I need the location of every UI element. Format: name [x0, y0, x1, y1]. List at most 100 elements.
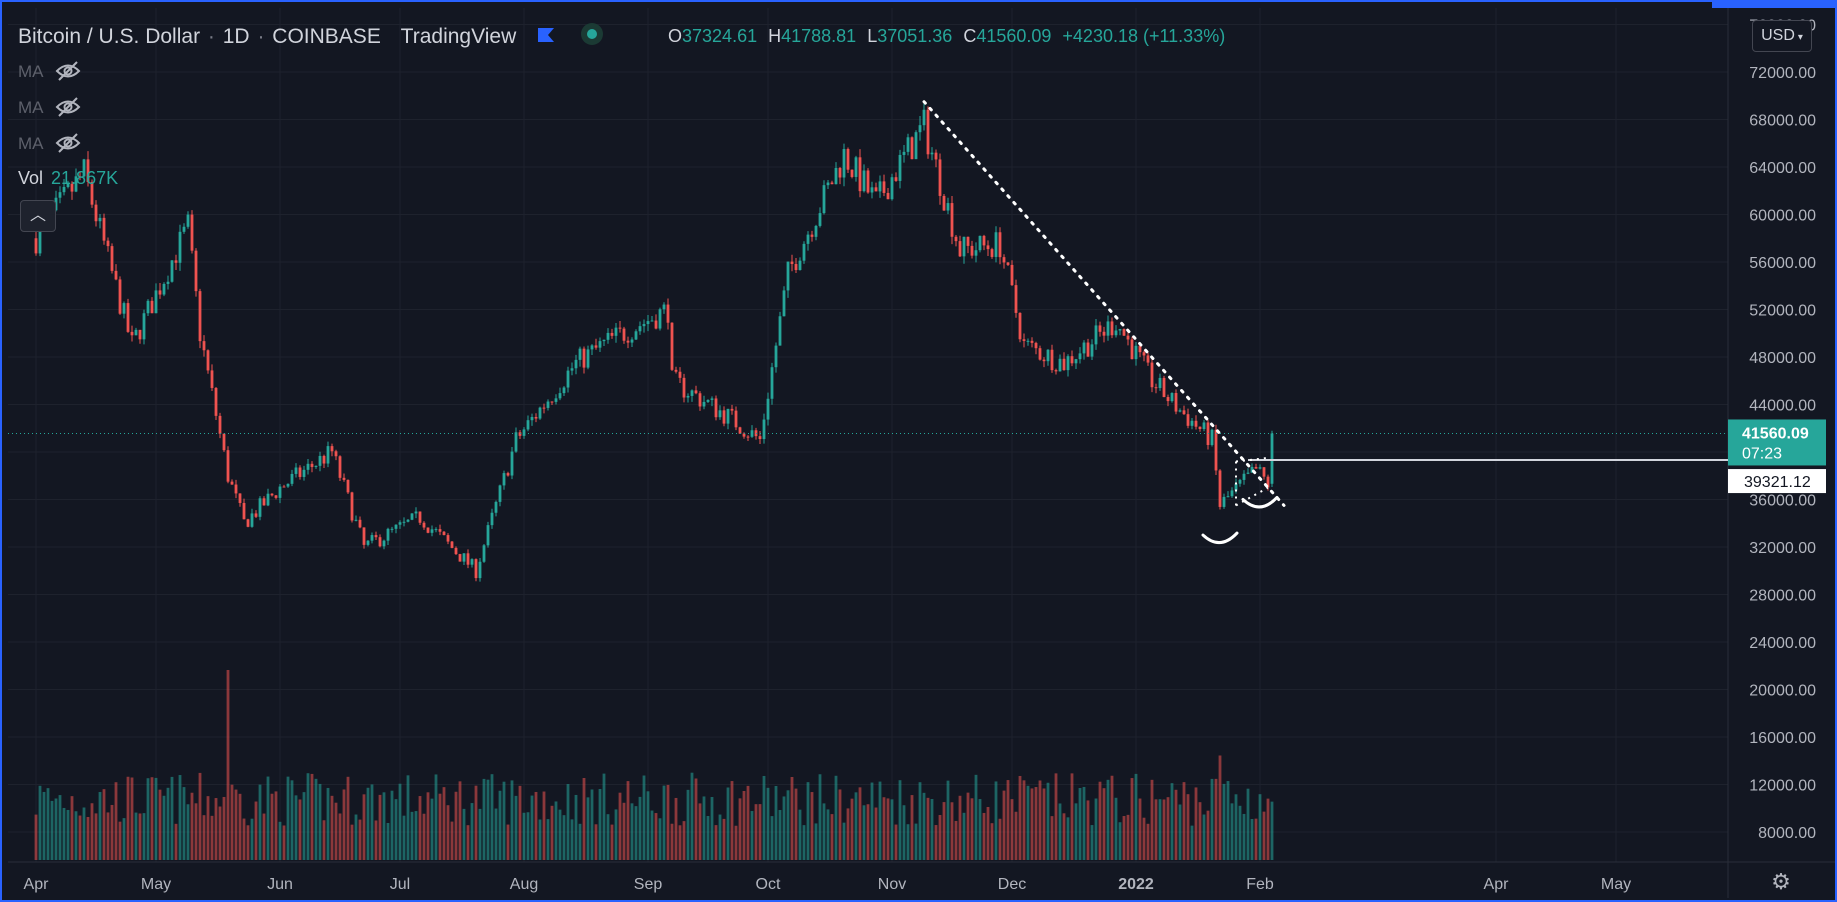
volume-bar [226, 670, 230, 860]
candle-body [1150, 362, 1154, 388]
ma-label: MA [18, 134, 43, 153]
candle-body [522, 429, 526, 436]
candle-body [766, 398, 770, 420]
volume-bar [750, 811, 754, 860]
volume-bar [1186, 794, 1190, 860]
volume-bar [290, 780, 294, 860]
candle-body [34, 238, 38, 254]
candle-body [586, 349, 590, 368]
volume-bar [142, 813, 146, 860]
volume-bar [630, 803, 634, 860]
volume-bar [706, 815, 710, 860]
currency-selector[interactable]: USD ▾ [1752, 20, 1812, 52]
volume-bar [970, 798, 974, 860]
volume-bar [938, 815, 942, 860]
volume-bar [790, 776, 794, 860]
volume-bar [570, 819, 574, 860]
candle-body [1014, 285, 1018, 313]
candle-body [1090, 344, 1094, 357]
volume-bar [1162, 799, 1166, 860]
candle-body [98, 217, 102, 222]
symbol-name[interactable]: Bitcoin / U.S. Dollar [18, 25, 201, 48]
eye-hidden-icon[interactable] [55, 96, 81, 118]
candle-body [94, 204, 98, 222]
volume-bar [614, 809, 618, 860]
flag-icon[interactable] [536, 26, 556, 44]
candle-body [1186, 414, 1190, 426]
candle-body [514, 432, 518, 452]
candle-body [550, 401, 554, 403]
volume-bar [330, 795, 334, 860]
volume-bar [126, 776, 130, 860]
collapse-legend-button[interactable]: ︿ [20, 200, 56, 232]
candle-body [698, 393, 702, 407]
candle-body [66, 183, 70, 187]
volume-bar [338, 813, 342, 860]
candle-body [402, 521, 406, 523]
volume-bar [1178, 804, 1182, 860]
volume-bar [94, 813, 98, 860]
volume-bar [1014, 811, 1018, 860]
eye-hidden-icon[interactable] [55, 132, 81, 154]
level-price-tag-bg [1728, 469, 1826, 494]
candle-body [1226, 496, 1230, 498]
volume-bar [1138, 798, 1142, 860]
candle-body [1230, 490, 1234, 497]
gear-icon[interactable]: ⚙ [1771, 869, 1791, 894]
candle-body [606, 332, 610, 340]
candle-body [950, 203, 954, 237]
ma-indicator-1[interactable]: MA [18, 60, 81, 82]
interval-label[interactable]: 1D [222, 25, 250, 48]
candle-body [206, 350, 210, 371]
candle-body [898, 154, 902, 181]
volume-bar [694, 778, 698, 860]
candle-body [674, 369, 678, 372]
candle-body [534, 416, 538, 419]
candle-body [470, 559, 474, 565]
volume-bar [166, 787, 170, 860]
volume-bar [670, 823, 674, 860]
volume-bar [890, 799, 894, 860]
volume-bar [90, 803, 94, 860]
candle-body [462, 553, 466, 562]
candle-body [878, 181, 882, 192]
volume-bar [530, 795, 534, 860]
candle-body [678, 371, 682, 378]
candle-body [1126, 335, 1130, 340]
candle-body [446, 535, 450, 542]
candle-body [110, 246, 114, 271]
volume-legend[interactable]: Vol 21.867K [18, 168, 118, 189]
candle-body [914, 132, 918, 160]
volume-bar [86, 816, 90, 860]
candle-body [450, 541, 454, 548]
volume-bar [1242, 813, 1246, 860]
candle-body [226, 450, 230, 482]
volume-bar [398, 783, 402, 860]
volume-bar [218, 806, 222, 860]
volume-bar [534, 791, 538, 860]
candle-body [842, 149, 846, 178]
volume-bar [162, 795, 166, 860]
volume-bar [874, 807, 878, 860]
volume-bar [154, 777, 158, 860]
volume-bar [1114, 797, 1118, 860]
volume-bar [238, 793, 242, 860]
volume-bar [1182, 782, 1186, 860]
eye-hidden-icon[interactable] [55, 60, 81, 82]
volume-bar [894, 824, 898, 860]
x-tick-label: Oct [756, 876, 781, 893]
candle-body [518, 432, 522, 436]
ma-indicator-2[interactable]: MA [18, 96, 81, 118]
volume-bar [206, 796, 210, 860]
candle-body [1254, 466, 1258, 469]
volume-bar [834, 775, 838, 860]
candle-body [982, 235, 986, 246]
volume-bar [798, 809, 802, 860]
candle-body [686, 395, 690, 398]
candle-body [566, 370, 570, 388]
candle-body [1222, 496, 1226, 507]
volume-bar [1086, 800, 1090, 860]
volume-bar [654, 813, 658, 860]
ma-indicator-3[interactable]: MA [18, 132, 81, 154]
